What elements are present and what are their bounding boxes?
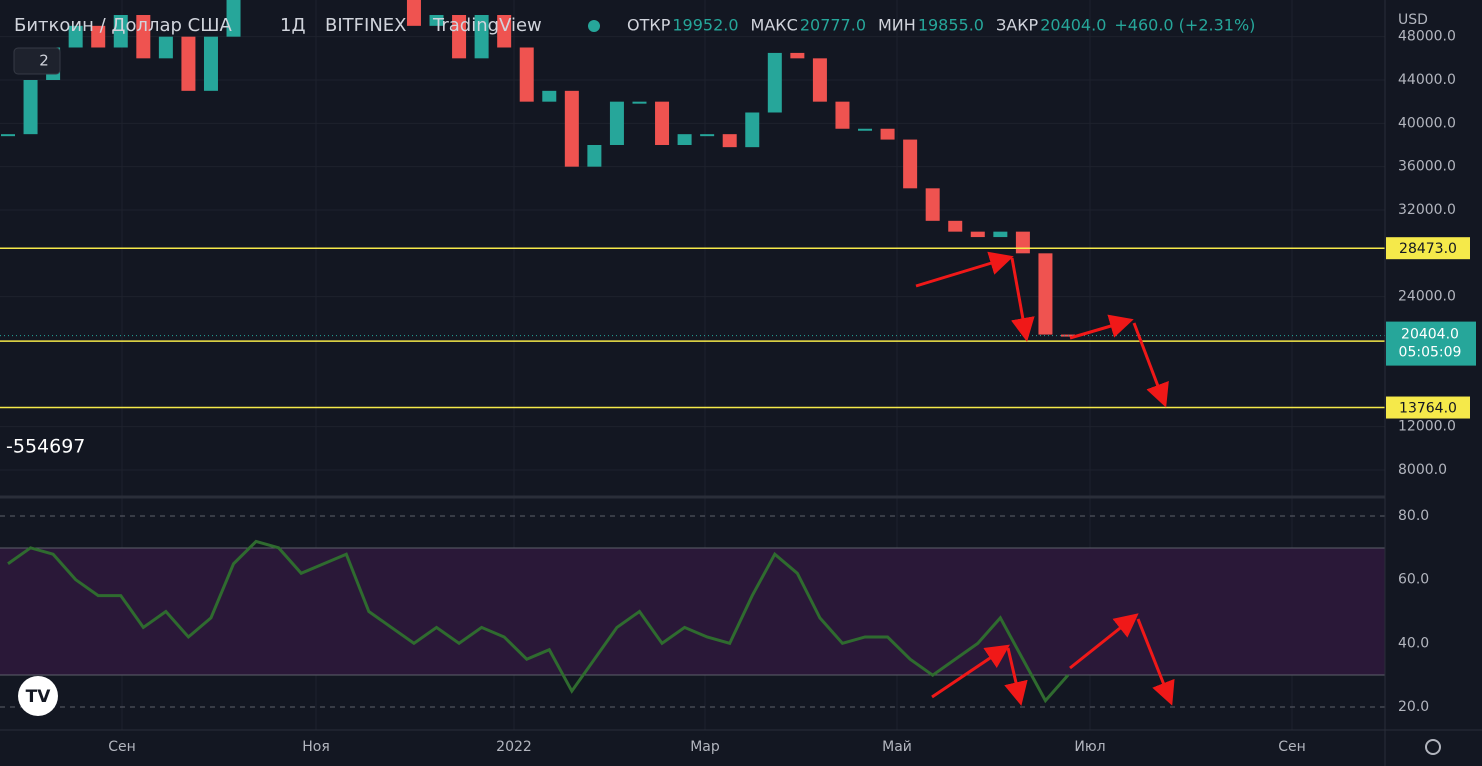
- interval: 1Д: [280, 15, 306, 36]
- candle: [835, 101, 850, 129]
- candle: [903, 139, 918, 189]
- price-tick-label: 36000.0: [1398, 159, 1456, 175]
- candle: [858, 128, 873, 131]
- candle: [632, 101, 647, 104]
- candle: [564, 90, 579, 167]
- rsi-pane: [7, 539, 1070, 704]
- candle: [429, 15, 444, 26]
- candle: [880, 128, 895, 140]
- ohlc-label: МАКС: [751, 16, 798, 35]
- level-badge: [1386, 396, 1470, 419]
- candle: [970, 231, 985, 238]
- price-tick-label: 44000.0: [1398, 72, 1456, 88]
- time-label: Май: [882, 739, 912, 755]
- grid: [0, 0, 1385, 730]
- header: Биткоин / Доллар США 1Д BITFINEX Trading…: [13, 15, 1255, 75]
- candle: [993, 231, 1008, 238]
- time-label: Июл: [1074, 739, 1105, 755]
- last-price: 20404.0: [1401, 327, 1459, 343]
- time-label: 2022: [496, 739, 532, 755]
- candle: [812, 58, 827, 102]
- price-tick-label: 40000.0: [1398, 115, 1456, 131]
- rsi-tick-label: 40.0: [1398, 635, 1429, 651]
- price-tick-label: 32000.0: [1398, 202, 1456, 218]
- exchange: BITFINEX: [325, 15, 406, 36]
- market-status: [588, 20, 600, 32]
- candle: [1015, 231, 1030, 254]
- candle: [790, 52, 805, 59]
- ohlc-value: 20777.0: [800, 16, 866, 35]
- level-badge: [1386, 237, 1470, 260]
- ohlc-label: ОТКР: [627, 16, 671, 35]
- ohlc-label: МИН: [878, 16, 916, 35]
- candle: [925, 188, 940, 221]
- candle: [1, 134, 15, 137]
- change: +460.0 (+2.31%): [1114, 16, 1255, 35]
- candle: [474, 15, 489, 59]
- price-tick-label: 12000.0: [1398, 419, 1456, 435]
- currency[interactable]: USD: [1398, 12, 1428, 28]
- ohlc-value: 20404.0: [1040, 16, 1106, 35]
- time-label: Ноя: [302, 739, 330, 755]
- ohlc-label: ЗАКР: [996, 16, 1039, 35]
- volume-label: -554697: [6, 436, 85, 458]
- candle: [519, 47, 534, 102]
- price-pane: [0, 0, 1385, 409]
- candle: [1038, 253, 1053, 335]
- candle: [68, 25, 83, 48]
- candle: [158, 36, 173, 59]
- source: TradingView: [432, 15, 542, 36]
- annotations: [915, 251, 1175, 706]
- candle: [677, 134, 692, 145]
- rsi-band: [0, 548, 1385, 675]
- candle: [136, 15, 151, 59]
- indicator-count[interactable]: 2: [39, 52, 49, 70]
- settings[interactable]: [1425, 739, 1441, 755]
- ohlc-value: 19855.0: [918, 16, 984, 35]
- rsi-tick-label: 80.0: [1398, 508, 1429, 524]
- candle: [948, 220, 963, 232]
- candle: [745, 112, 760, 148]
- price-tick-label: 8000.0: [1398, 462, 1447, 478]
- candle: [113, 15, 128, 48]
- candle: [497, 15, 512, 48]
- candle: [203, 36, 218, 91]
- level-label: 28473.0: [1399, 241, 1457, 257]
- ohlc-value: 19952.0: [672, 16, 738, 35]
- last-price-badge: [1386, 321, 1476, 366]
- rsi-line: [7, 539, 1070, 704]
- candle: [700, 134, 715, 137]
- symbol: Биткоин / Доллар США: [14, 15, 232, 36]
- tv-logo[interactable]: TV: [18, 676, 58, 716]
- indicator-toggle[interactable]: [13, 47, 61, 75]
- candle: [722, 134, 737, 148]
- candle: [406, 0, 421, 26]
- rsi-tick-label: 60.0: [1398, 572, 1429, 588]
- rsi-tick-label: 20.0: [1398, 699, 1429, 715]
- candle: [767, 52, 782, 113]
- candle: [452, 15, 467, 59]
- candle: [226, 0, 241, 37]
- price-tick-label: 24000.0: [1398, 289, 1456, 305]
- svg-text:TV: TV: [26, 687, 52, 707]
- candle: [91, 25, 106, 48]
- candle: [181, 36, 196, 91]
- candle: [542, 90, 557, 102]
- time-label: Сен: [108, 739, 136, 755]
- countdown: 05:05:09: [1399, 345, 1462, 361]
- candle: [23, 80, 38, 135]
- time-label: Сен: [1278, 739, 1306, 755]
- price-tick-label: 48000.0: [1398, 29, 1456, 45]
- candle: [587, 144, 602, 167]
- level-label: 13764.0: [1399, 401, 1457, 417]
- time-label: Мар: [690, 739, 720, 755]
- candle: [655, 101, 670, 145]
- candle: [609, 101, 624, 145]
